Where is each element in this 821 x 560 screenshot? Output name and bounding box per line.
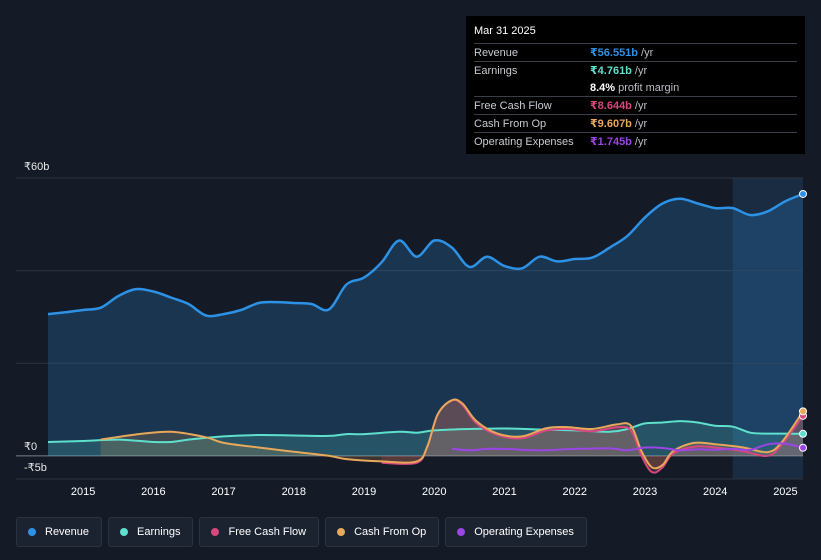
area-free-cash-flow (381, 399, 803, 473)
x-axis-label: 2020 (422, 486, 446, 498)
tooltip-unit: /yr (634, 117, 648, 130)
chart-legend: Revenue Earnings Free Cash Flow Cash Fro… (16, 517, 587, 547)
tooltip-value: ₹56.551b (590, 47, 639, 59)
line-revenue (47, 192, 804, 318)
legend-label: Earnings (137, 526, 181, 538)
gridlines (16, 177, 803, 480)
x-axis-label: 2021 (492, 486, 516, 498)
series-end-markers (799, 189, 807, 452)
legend-item-cash-from-op[interactable]: Cash From Op (325, 517, 440, 547)
tooltip-row-operating-expenses: Operating Expenses ₹1.745b /yr (474, 132, 797, 150)
legend-label: Free Cash Flow (228, 526, 307, 538)
tooltip-row-free-cash-flow: Free Cash Flow ₹8.644b /yr (474, 96, 797, 114)
x-axis-label: 2025 (773, 486, 797, 498)
y-axis-labels: ₹60b ₹0 -₹5b (24, 161, 49, 474)
tooltip-value: ₹1.745b (590, 136, 632, 148)
tooltip-value: ₹4.761b (590, 65, 632, 77)
x-axis-label: 2024 (703, 486, 727, 498)
tooltip-label: Cash From Op (474, 117, 547, 130)
line-earnings (47, 420, 804, 444)
tooltip-value: ₹9.607b (590, 118, 632, 130)
legend-dot-icon (337, 528, 346, 536)
legend-item-revenue[interactable]: Revenue (16, 517, 103, 547)
tooltip-label: Revenue (474, 46, 519, 59)
x-axis-labels: 2015 2016 2017 2018 2019 2020 2021 2022 2023 2024… (71, 486, 798, 498)
legend-item-free-cash-flow[interactable]: Free Cash Flow (199, 517, 320, 547)
tooltip-row-profit-margin: 8.4% profit margin (474, 79, 797, 96)
end-marker-revenue (799, 189, 807, 198)
tooltip-unit: /yr (634, 99, 648, 112)
legend-item-earnings[interactable]: Earnings (108, 517, 194, 547)
legend-label: Operating Expenses (474, 526, 574, 538)
legend-label: Revenue (45, 526, 90, 538)
tooltip-label: Free Cash Flow (474, 99, 552, 112)
legend-dot-icon (120, 528, 129, 536)
tooltip-label: Operating Expenses (474, 135, 574, 148)
line-operating-expenses (451, 442, 804, 452)
data-tooltip: Mar 31 2025 Revenue ₹56.551b /yr Earning… (466, 16, 805, 154)
legend-item-operating-expenses[interactable]: Operating Expenses (445, 517, 587, 547)
tooltip-unit: /yr (634, 135, 648, 148)
tooltip-row-revenue: Revenue ₹56.551b /yr (474, 43, 797, 61)
tooltip-value: 8.4% (590, 81, 616, 94)
x-axis-label: 2018 (282, 486, 306, 498)
x-axis-label: 2017 (211, 486, 235, 498)
y-axis-label: ₹0 (24, 441, 37, 453)
line-cash-from-op (100, 398, 804, 470)
end-marker-cash-from-op (799, 407, 807, 416)
x-axis-label: 2022 (563, 486, 587, 498)
end-marker-operating-expenses (799, 443, 807, 452)
tooltip-unit: profit margin (618, 81, 680, 94)
end-marker-earnings (799, 429, 807, 438)
tooltip-row-earnings: Earnings ₹4.761b /yr (474, 61, 797, 79)
y-axis-label: ₹60b (24, 161, 49, 173)
x-axis-label: 2016 (141, 486, 165, 498)
y-axis-label: -₹5b (24, 462, 47, 474)
tooltip-unit: /yr (634, 64, 648, 77)
x-axis-label: 2019 (352, 486, 376, 498)
area-revenue (48, 194, 803, 456)
x-axis-label: 2023 (633, 486, 657, 498)
tooltip-date: Mar 31 2025 (474, 25, 536, 37)
tooltip-value: ₹8.644b (590, 100, 632, 112)
area-earnings (48, 421, 803, 456)
x-axis-label: 2015 (71, 486, 95, 498)
legend-dot-icon (28, 528, 36, 536)
tooltip-label: Earnings (474, 64, 518, 77)
legend-dot-icon (211, 528, 220, 536)
legend-dot-icon (457, 528, 466, 536)
tooltip-row-cash-from-op: Cash From Op ₹9.607b /yr (474, 114, 797, 132)
legend-label: Cash From Op (354, 526, 427, 538)
tooltip-unit: /yr (641, 46, 654, 59)
series-lines (47, 192, 804, 474)
